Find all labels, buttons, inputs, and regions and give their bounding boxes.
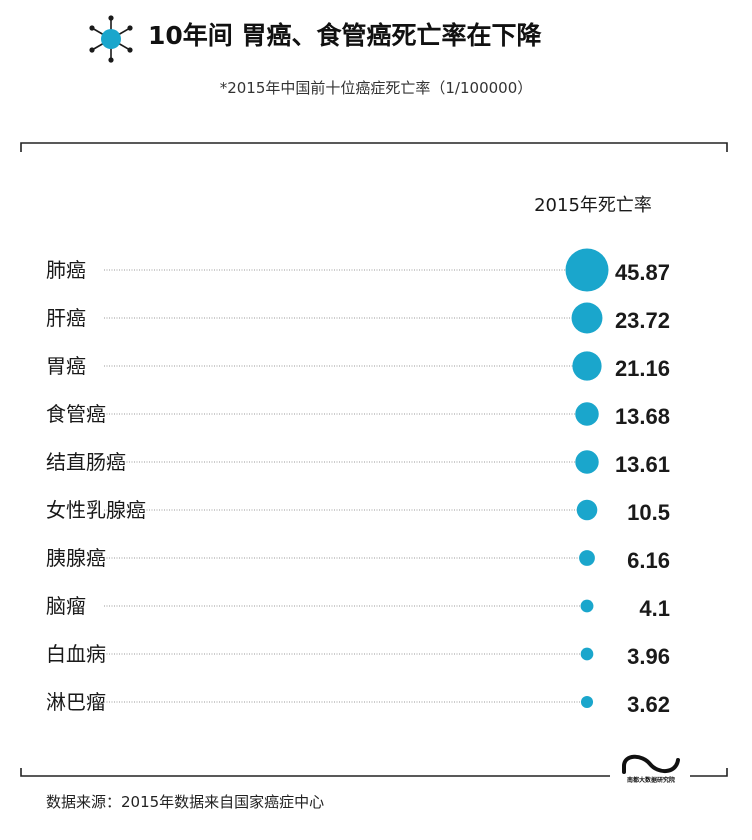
value-label: 3.62 <box>627 692 670 717</box>
data-bubble <box>575 450 599 474</box>
value-label: 45.87 <box>615 260 670 285</box>
category-label: 食管癌 <box>46 402 106 426</box>
value-label: 13.61 <box>615 452 670 477</box>
data-bubble <box>571 302 603 334</box>
page-title: 10年间 胃癌、食管癌死亡率在下降 <box>148 21 542 50</box>
category-label: 女性乳腺癌 <box>46 498 146 522</box>
data-bubble <box>580 647 594 661</box>
data-bubble <box>575 402 599 426</box>
chart-row: 肝癌 23.72 <box>46 302 670 334</box>
category-label: 胰腺癌 <box>46 546 106 570</box>
category-label: 肝癌 <box>46 306 86 330</box>
chart-row: 胃癌 21.16 <box>46 351 670 381</box>
category-label: 胃癌 <box>46 354 86 378</box>
chart-row: 结直肠癌 13.61 <box>46 450 670 477</box>
chart-row: 白血病 3.96 <box>46 642 670 669</box>
value-label: 6.16 <box>627 548 670 573</box>
chart-row: 脑瘤 4.1 <box>46 594 670 621</box>
chart-row: 女性乳腺癌 10.5 <box>46 498 670 525</box>
brand-logo-icon: 南都大数据研究院 <box>622 754 680 784</box>
column-header: 2015年死亡率 <box>534 195 652 216</box>
data-bubble <box>579 550 595 566</box>
data-source: 数据来源：2015年数据来自国家癌症中心 <box>46 793 325 811</box>
value-label: 23.72 <box>615 308 670 333</box>
data-bubble <box>565 248 609 292</box>
chart-row: 肺癌 45.87 <box>46 248 670 292</box>
chart-frame <box>20 142 728 777</box>
value-label: 4.1 <box>639 596 670 621</box>
category-label: 肺癌 <box>46 258 86 282</box>
data-bubble <box>572 351 602 381</box>
brand-logo-text: 南都大数据研究院 <box>627 776 675 784</box>
value-label: 10.5 <box>627 500 670 525</box>
chart-rows: 肺癌 45.87 肝癌 23.72 胃癌 21.16 食管癌 13.68 结直肠癌 13.61 女性… <box>46 248 670 717</box>
data-bubble <box>576 499 598 521</box>
category-label: 结直肠癌 <box>46 450 126 474</box>
category-label: 白血病 <box>46 642 106 666</box>
data-bubble <box>580 599 594 613</box>
page-subtitle: *2015年中国前十位癌症死亡率（1/100000） <box>219 79 533 97</box>
chart-row: 食管癌 13.68 <box>46 402 670 429</box>
value-label: 13.68 <box>615 404 670 429</box>
value-label: 21.16 <box>615 356 670 381</box>
molecule-icon <box>89 15 133 63</box>
category-label: 脑瘤 <box>46 594 86 618</box>
chart-row: 胰腺癌 6.16 <box>46 546 670 573</box>
chart-row: 淋巴瘤 3.62 <box>46 690 670 717</box>
value-label: 3.96 <box>627 644 670 669</box>
data-bubble <box>580 695 594 709</box>
category-label: 淋巴瘤 <box>46 690 106 714</box>
